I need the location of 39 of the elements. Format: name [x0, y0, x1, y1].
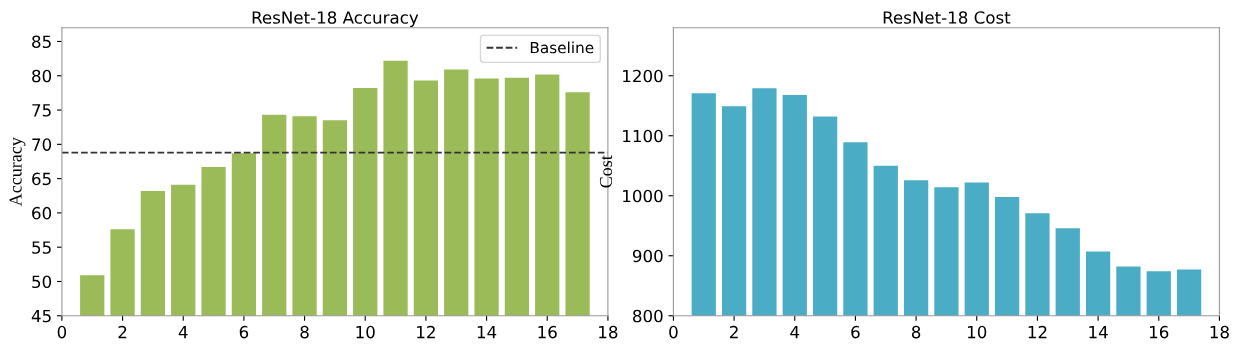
- x-tick-label: 2: [730, 325, 738, 339]
- y-tick-label: 1200: [623, 69, 663, 83]
- x-tick-label: 14: [1089, 326, 1108, 339]
- x-tick-label: 0: [669, 325, 678, 339]
- x-tick-label: 4: [178, 326, 188, 339]
- y-tick-label: 75: [32, 104, 51, 117]
- chart-title: ResNet-18 Cost: [883, 11, 1011, 24]
- y-tick-label: 1100: [623, 129, 663, 143]
- x-tick-label: 16: [1149, 325, 1169, 339]
- y-tick-label: 50: [32, 275, 52, 289]
- x-tick-label: 12: [1028, 325, 1047, 339]
- chart-title: ResNet-18 Accuracy: [252, 11, 419, 28]
- y-tick-label: 80: [32, 69, 52, 83]
- y-tick-label: 45: [31, 309, 51, 323]
- y-axis-title: Accuracy: [9, 137, 26, 207]
- x-tick-label: 8: [911, 325, 921, 339]
- y-tick-label: 800: [633, 309, 663, 323]
- y-tick-label: 60: [32, 206, 52, 220]
- x-tick-label: 10: [356, 325, 375, 339]
- x-tick-label: 4: [790, 326, 800, 339]
- x-tick-label: 6: [239, 325, 249, 339]
- x-tick-label: 18: [599, 325, 618, 339]
- x-tick-label: 14: [477, 326, 497, 339]
- x-tick-label: 6: [851, 325, 860, 339]
- y-tick-label: 55: [32, 241, 51, 254]
- x-tick-label: 18: [1210, 325, 1229, 339]
- y-tick-label: 85: [32, 35, 51, 49]
- x-tick-label: 12: [417, 325, 435, 339]
- x-tick-label: 2: [118, 325, 127, 339]
- y-axis-title: Cost: [599, 155, 613, 188]
- y-tick-label: 70: [32, 138, 52, 151]
- x-tick-label: 8: [300, 325, 309, 339]
- x-tick-label: 16: [538, 325, 557, 339]
- legend-label: Baseline: [530, 41, 594, 54]
- x-tick-label: 0: [57, 325, 67, 339]
- x-tick-label: 10: [967, 325, 987, 339]
- y-tick-label: 1000: [623, 189, 663, 203]
- y-tick-label: 65: [32, 172, 51, 186]
- y-tick-label: 900: [632, 249, 663, 263]
